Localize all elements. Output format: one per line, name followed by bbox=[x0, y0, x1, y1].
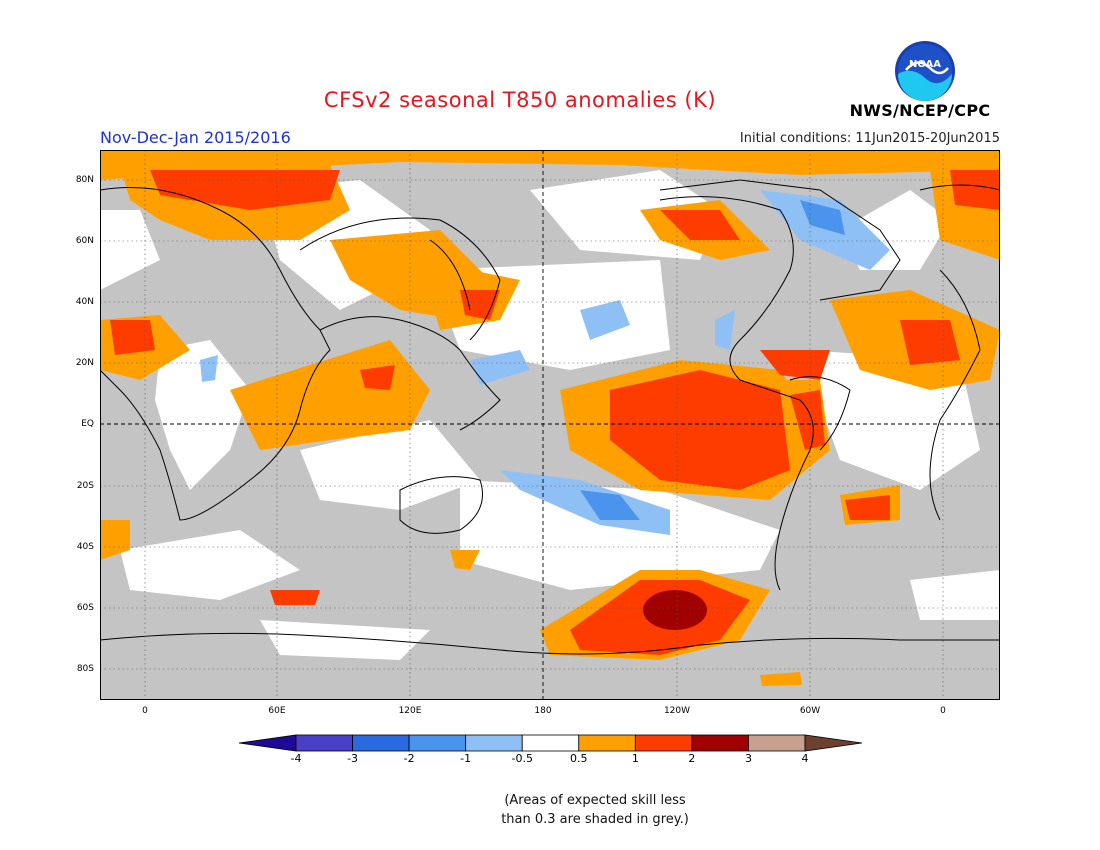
lat-label-20n: 20N bbox=[75, 358, 94, 368]
lon-label-4: 120W bbox=[663, 706, 691, 716]
coastline-outlines bbox=[100, 179, 1000, 655]
colorbar-segment-8 bbox=[691, 734, 749, 752]
lat-label-40n: 40N bbox=[75, 297, 94, 307]
colorbar-label-7: 2 bbox=[688, 752, 696, 765]
lat-label-60n: 60N bbox=[75, 236, 94, 246]
lon-label-1: 60E bbox=[268, 706, 286, 716]
lat-label-80s: 80S bbox=[76, 664, 94, 674]
skill-note-line1: (Areas of expected skill less bbox=[504, 793, 686, 808]
lat-label-60s: 60S bbox=[76, 603, 94, 613]
colorbar-segment-5 bbox=[521, 734, 580, 752]
agency-label: NWS/NCEP/CPC bbox=[849, 101, 991, 120]
logo-text: NOAA bbox=[909, 59, 941, 70]
anomaly-map bbox=[100, 150, 1000, 700]
colorbar-label-1: -3 bbox=[347, 752, 359, 765]
colorbar-segment-2 bbox=[352, 734, 410, 752]
colorbar-segment-1 bbox=[295, 734, 353, 752]
noaa-logo-icon: NOAA bbox=[895, 41, 955, 101]
colorbar-segment-6 bbox=[578, 734, 636, 752]
lat-label-eq: EQ bbox=[81, 419, 94, 429]
colorbar-label-4: -0.5 bbox=[511, 752, 533, 765]
warm-anomaly-regions bbox=[100, 150, 1000, 686]
reference-lines bbox=[100, 150, 1000, 700]
colorbar-label-2: -2 bbox=[403, 752, 415, 765]
colorbar-segment-0 bbox=[238, 734, 297, 752]
colorbar-label-6: 1 bbox=[631, 752, 639, 765]
lon-label-0: 0 bbox=[142, 706, 148, 716]
colorbar-segment-10 bbox=[804, 734, 863, 752]
forecast-period: Nov-Dec-Jan 2015/2016 bbox=[100, 128, 291, 147]
skill-note-line2: than 0.3 are shaded in grey.) bbox=[501, 812, 689, 827]
colorbar-segment-7 bbox=[634, 734, 693, 752]
colorbar bbox=[238, 734, 863, 752]
map-frame bbox=[100, 150, 1000, 700]
map-gridlines bbox=[100, 150, 1000, 700]
colorbar-label-3: -1 bbox=[460, 752, 472, 765]
lon-label-6: 0 bbox=[940, 706, 946, 716]
lat-label-20s: 20S bbox=[76, 481, 94, 491]
lon-label-2: 120E bbox=[398, 706, 422, 716]
colorbar-label-9: 4 bbox=[801, 752, 809, 765]
lon-label-5: 60W bbox=[799, 706, 821, 716]
lat-label-40s: 40S bbox=[76, 542, 94, 552]
skill-note: (Areas of expected skill less than 0.3 a… bbox=[440, 791, 750, 829]
colorbar-label-0: -4 bbox=[290, 752, 302, 765]
chart-title: CFSv2 seasonal T850 anomalies (K) bbox=[323, 88, 717, 112]
lon-label-3: 180 bbox=[534, 706, 552, 716]
colorbar-segment-4 bbox=[465, 734, 523, 752]
colorbar-label-8: 3 bbox=[744, 752, 752, 765]
colorbar-label-5: 0.5 bbox=[570, 752, 588, 765]
colorbar-segment-9 bbox=[748, 734, 806, 752]
colorbar-segment-3 bbox=[408, 734, 467, 752]
lat-label-80n: 80N bbox=[75, 175, 94, 185]
white-skill-regions bbox=[100, 170, 1000, 660]
initial-conditions: Initial conditions: 11Jun2015-20Jun2015 bbox=[739, 131, 1000, 146]
